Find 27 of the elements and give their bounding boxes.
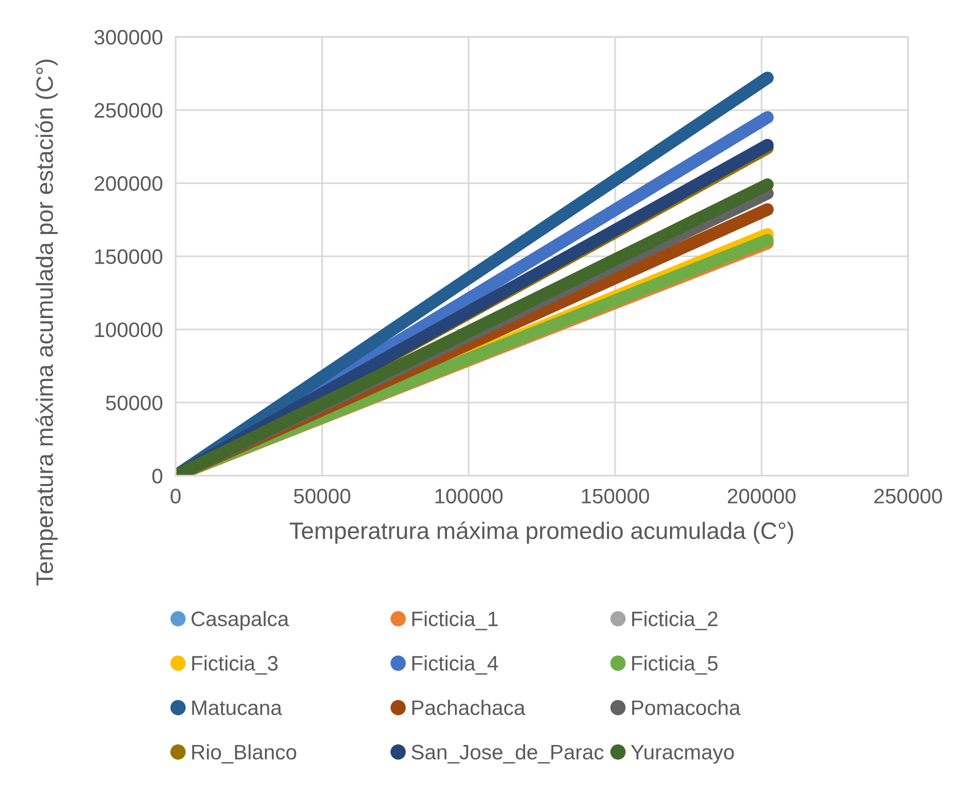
legend-label: Ficticia_2 — [632, 610, 718, 630]
legend-label: Ficticia_3 — [192, 655, 278, 675]
legend-label: San_Jose_de_Parac — [412, 744, 604, 764]
x-tick-label: 50000 — [294, 488, 350, 504]
x-axis-title: Temperatrura máxima promedio acumulada (C°) — [290, 522, 794, 544]
y-tick-label: 0 — [152, 468, 162, 484]
y-tick-label: 50000 — [106, 396, 162, 410]
legend-label: Ficticia_4 — [412, 655, 498, 675]
legend-label: Yuracmayo — [630, 744, 734, 764]
x-tick-label: 0 — [170, 488, 181, 504]
x-tick-label: 150000 — [582, 488, 650, 504]
y-axis-title: Temperatura máxima acumulada por estación (C°) — [35, 60, 58, 586]
y-tick-label: 100000 — [95, 322, 162, 338]
y-tick-label: 250000 — [94, 103, 162, 118]
x-tick-label: 200000 — [728, 488, 796, 504]
legend-label: Rio_Blanco — [192, 744, 296, 764]
legend-label: Matucana — [192, 700, 282, 716]
legend-label: Ficticia_5 — [632, 655, 718, 675]
y-tick-label: 200000 — [94, 176, 162, 191]
legend-label: Ficticia_1 — [412, 610, 498, 630]
legend-label: Casapalca — [192, 610, 289, 630]
y-tick-label: 150000 — [95, 249, 162, 264]
x-tick-label: 100000 — [435, 488, 503, 504]
legend-label: Pomacocha — [632, 700, 740, 716]
y-tick-label: 300000 — [94, 30, 162, 45]
legend-label: Pachachaca — [412, 700, 526, 716]
x-tick-label: 250000 — [874, 488, 942, 504]
